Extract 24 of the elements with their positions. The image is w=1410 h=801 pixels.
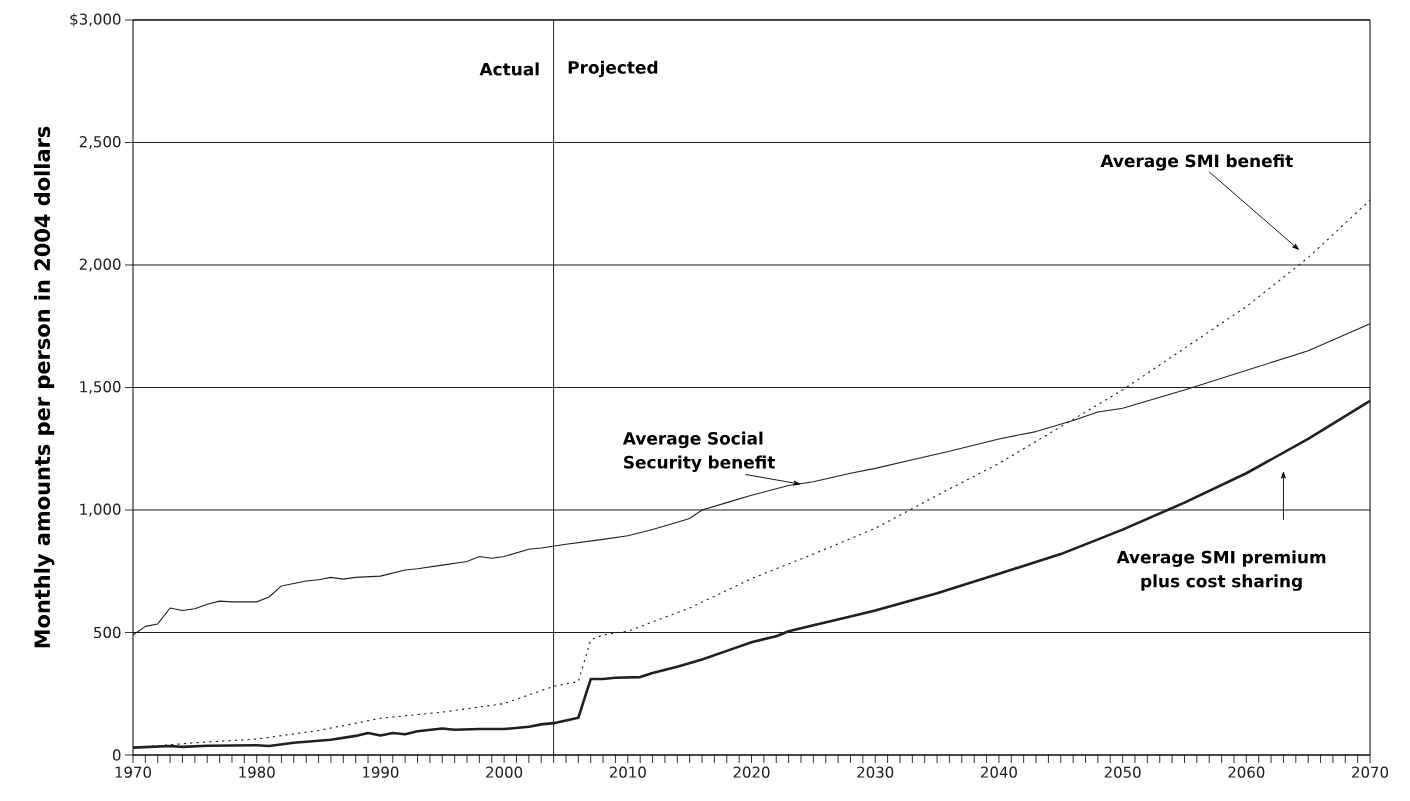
y-tick-label: $3,000 [70, 13, 121, 27]
x-tick-label: 2060 [1228, 766, 1265, 778]
x-tick-label: 2010 [609, 766, 646, 778]
y-tick-label: 500 [94, 626, 121, 639]
x-tick-label: 2070 [1352, 766, 1389, 778]
x-tick-label: 2020 [733, 766, 770, 778]
y-tick-label: 0 [112, 749, 121, 761]
y-tick-label: 2,000 [79, 258, 121, 272]
series-label: Average SMI premium plus cost sharing [1116, 550, 1326, 591]
y-tick-label: 1,500 [80, 381, 121, 394]
x-tick-label: 1990 [363, 766, 399, 778]
annotation: Projected [568, 60, 658, 78]
x-tick-label: 2040 [981, 766, 1017, 778]
series-label: Average Social Security benefit [622, 431, 775, 473]
x-tick-label: 1970 [115, 766, 152, 778]
y-axis-title: Monthly amounts per person in 2004 dollars [33, 126, 55, 648]
x-tick-label: 2030 [857, 766, 894, 778]
annotation: Actual [479, 62, 539, 76]
y-tick-label: 2,500 [79, 136, 121, 149]
x-tick-label: 2000 [486, 766, 523, 778]
y-tick-label: 1,000 [80, 503, 121, 517]
text: Average SMI benefit [1100, 154, 1293, 171]
x-tick-label: 2050 [1104, 766, 1141, 778]
x-tick-label: 1980 [239, 766, 275, 778]
